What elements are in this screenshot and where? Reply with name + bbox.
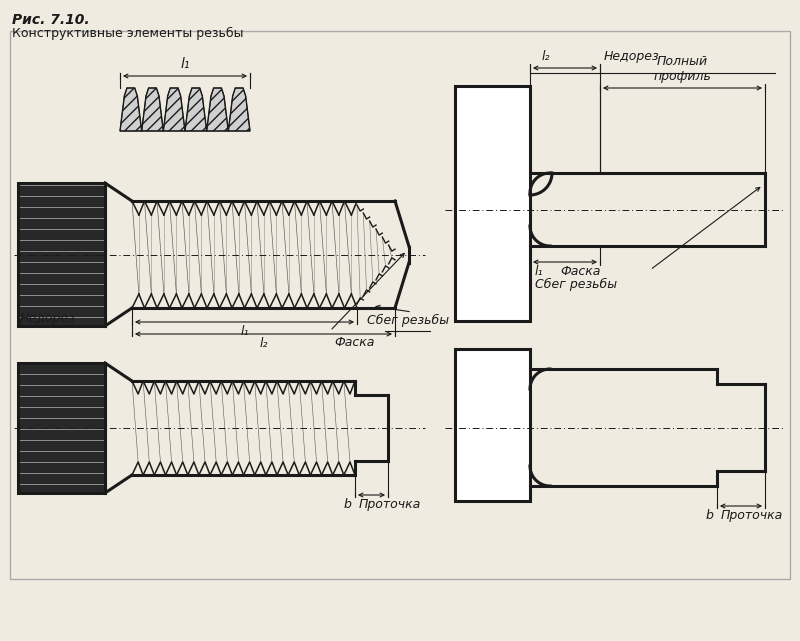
Text: l₁: l₁ xyxy=(240,325,249,338)
Text: Недорез: Недорез xyxy=(20,312,76,325)
Text: Проточка: Проточка xyxy=(721,509,783,522)
Bar xyxy=(455,349,530,501)
Text: l₁: l₁ xyxy=(535,265,543,278)
Bar xyxy=(455,86,530,321)
Polygon shape xyxy=(120,88,250,131)
Text: l₁: l₁ xyxy=(180,57,190,71)
Text: Недорез: Недорез xyxy=(604,50,660,63)
Text: Сбег резьбы: Сбег резьбы xyxy=(367,314,449,327)
Text: b: b xyxy=(705,509,713,522)
Text: Фаска: Фаска xyxy=(335,336,375,349)
Bar xyxy=(10,31,790,579)
Text: Сбег резьбы: Сбег резьбы xyxy=(535,278,617,291)
Text: b: b xyxy=(343,498,351,511)
Bar xyxy=(18,183,105,326)
Text: Конструктивные элементы резьбы: Конструктивные элементы резьбы xyxy=(12,27,243,40)
Text: Рис. 7.10.: Рис. 7.10. xyxy=(12,13,90,27)
Text: Проточка: Проточка xyxy=(359,498,422,511)
Text: Полный
профиль: Полный профиль xyxy=(654,55,711,83)
Text: Фаска: Фаска xyxy=(560,265,600,278)
Bar xyxy=(18,363,105,493)
Text: l₂: l₂ xyxy=(259,337,268,350)
Text: l₂: l₂ xyxy=(542,50,550,63)
